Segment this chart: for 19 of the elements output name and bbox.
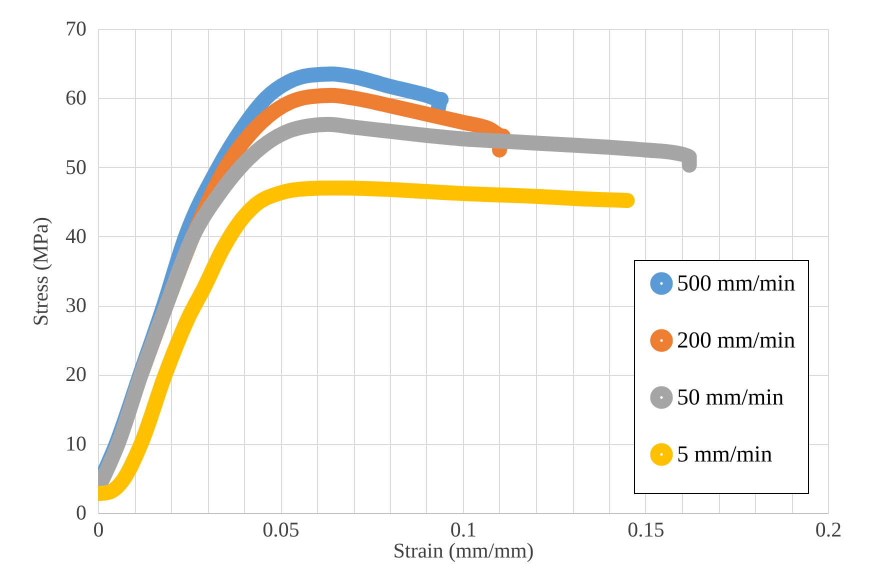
y-tick-label: 40 (66, 224, 86, 248)
x-tick-label: 0.15 (628, 518, 664, 542)
legend-label: 200 mm/min (677, 328, 796, 352)
x-tick-label: 0 (93, 518, 104, 542)
y-tick-label: 60 (66, 86, 86, 110)
y-tick-label: 0 (76, 500, 86, 524)
legend-label: 5 mm/min (677, 442, 773, 466)
y-tick-label: 20 (66, 362, 86, 386)
x-tick-label: 0.2 (815, 518, 842, 542)
legend-label: 500 mm/min (677, 270, 796, 296)
x-axis-title: Strain (mm/mm) (393, 538, 534, 562)
x-tick-label: 0.1 (450, 518, 477, 542)
y-tick-label: 50 (66, 154, 86, 179)
x-tick-label: 0.05 (262, 518, 300, 542)
y-tick-label: 70 (66, 16, 86, 40)
y-tick-label: 10 (66, 431, 86, 456)
y-axis-title: Stress (MPa) (28, 216, 52, 326)
legend-label: 50 mm/min (677, 384, 784, 410)
y-tick-label: 30 (66, 293, 86, 318)
